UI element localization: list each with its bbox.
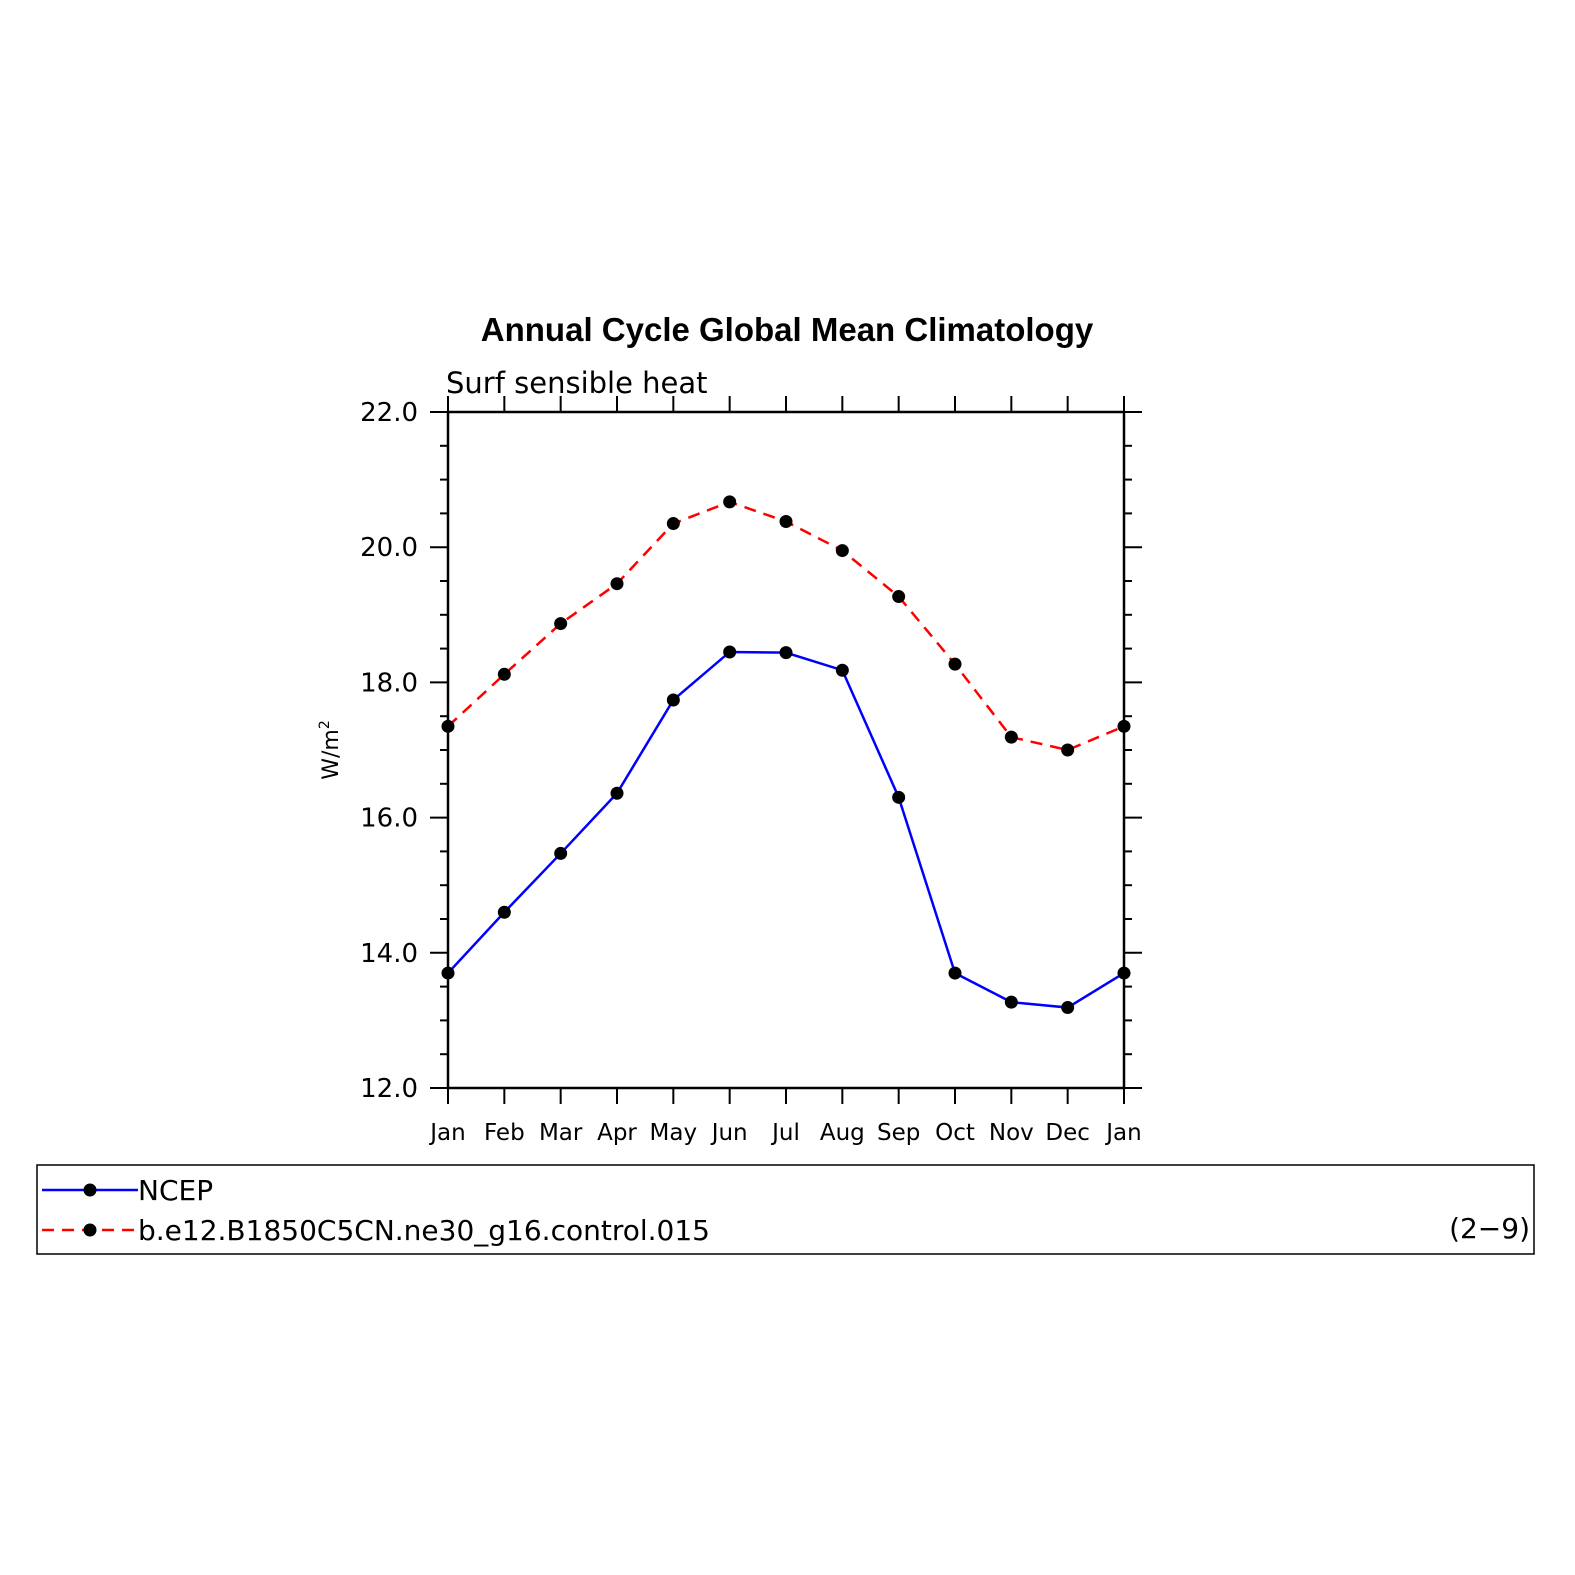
data-point	[948, 966, 962, 980]
legend: NCEP b.e12.B1850C5CN.ne30_g16.control.015…	[36, 1164, 1535, 1255]
x-tick-label: Jan	[428, 1120, 465, 1146]
data-point	[835, 663, 849, 677]
data-point	[666, 693, 680, 707]
y-tick-labels: 12.0 14.0 16.0 18.0 20.0 22.0	[360, 398, 418, 1104]
data-point	[723, 645, 737, 659]
data-point	[1117, 966, 1131, 980]
x-tick-label: Dec	[1045, 1120, 1090, 1146]
x-tick-label: Mar	[539, 1120, 583, 1146]
x-tick-labels: Jan Feb Mar Apr May Jun Jul Aug Sep Oct Nov Dec Jan	[428, 1120, 1141, 1146]
y-tick-label: 14.0	[360, 939, 418, 969]
data-point	[1004, 995, 1018, 1009]
data-point	[948, 657, 962, 671]
legend-entry-2: b.e12.B1850C5CN.ne30_g16.control.015	[42, 1214, 710, 1247]
data-point	[1004, 730, 1018, 744]
legend-entry-1: NCEP	[42, 1174, 213, 1207]
data-point	[779, 646, 793, 660]
legend-label: b.e12.B1850C5CN.ne30_g16.control.015	[138, 1214, 710, 1247]
legend-swatch-marker	[83, 1183, 97, 1197]
plot-frame	[446, 410, 1126, 1090]
data-point	[723, 495, 737, 509]
svg-text:W/m2: W/m2	[317, 720, 344, 780]
y-tick-label: 12.0	[360, 1074, 418, 1104]
series-line-1	[447, 650, 1125, 1009]
data-point	[497, 667, 511, 681]
data-point	[892, 590, 906, 604]
chart-subtitle: Surf sensible heat	[446, 366, 708, 400]
series-line-2	[447, 500, 1125, 752]
y-axis-label-text: W/m	[319, 729, 344, 780]
series-lines	[447, 500, 1125, 1009]
y-tick-label: 18.0	[360, 668, 418, 698]
x-tick-label: Jan	[1104, 1120, 1141, 1146]
data-point	[441, 719, 455, 733]
data-point	[892, 790, 906, 804]
y-tick-label: 16.0	[360, 804, 418, 834]
data-point	[610, 786, 624, 800]
data-point	[1061, 1001, 1075, 1015]
chart-title: Annual Cycle Global Mean Climatology	[481, 311, 1094, 348]
axis-ticks	[430, 396, 1142, 1104]
data-point	[441, 966, 455, 980]
x-tick-label: Nov	[989, 1120, 1034, 1146]
data-point	[835, 544, 849, 558]
x-tick-label: Apr	[597, 1120, 637, 1146]
legend-swatch-marker	[83, 1223, 97, 1237]
data-point	[497, 905, 511, 919]
y-tick-label: 20.0	[360, 533, 418, 563]
legend-label: NCEP	[138, 1174, 213, 1207]
data-point	[554, 617, 568, 631]
data-point	[779, 515, 793, 529]
legend-box	[36, 1164, 1535, 1255]
x-tick-label: Sep	[877, 1120, 920, 1146]
panel-annotation: (2−9)	[1449, 1212, 1530, 1245]
series-markers	[441, 495, 1131, 1015]
x-tick-label: Feb	[484, 1120, 525, 1146]
data-point	[1061, 743, 1075, 757]
x-tick-label: Jun	[710, 1120, 748, 1146]
data-point	[610, 577, 624, 591]
data-point	[1117, 719, 1131, 733]
y-axis-label: W/m2	[317, 720, 344, 780]
data-point	[666, 517, 680, 531]
y-tick-label: 22.0	[360, 398, 418, 428]
x-tick-label: May	[650, 1120, 698, 1146]
x-tick-label: Oct	[935, 1120, 975, 1146]
x-tick-label: Jul	[770, 1120, 800, 1146]
data-point	[554, 846, 568, 860]
y-axis-label-superscript: 2	[317, 720, 333, 729]
x-tick-label: Aug	[820, 1120, 865, 1146]
